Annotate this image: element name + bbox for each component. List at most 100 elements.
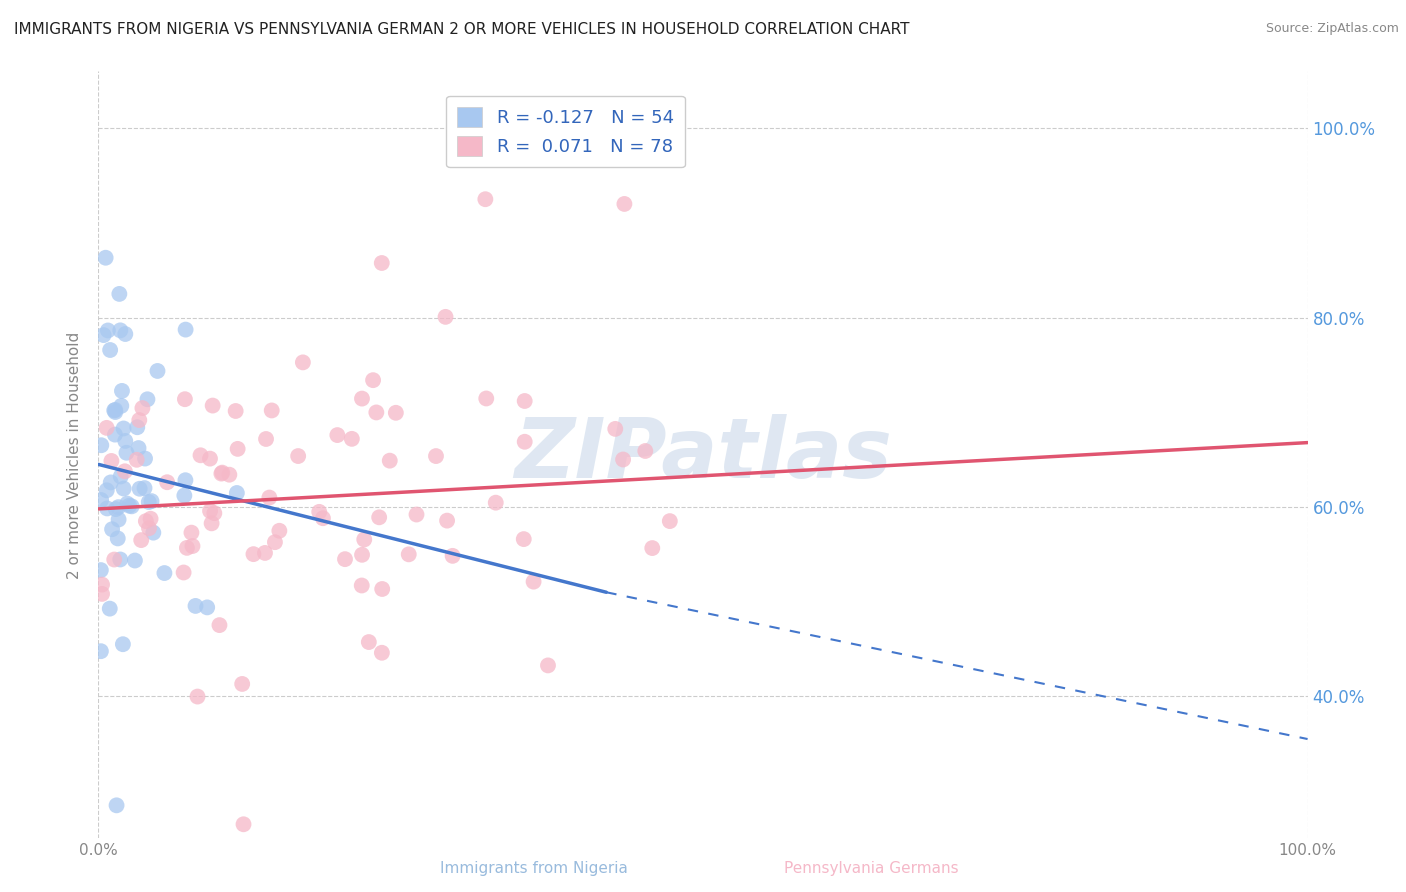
Point <box>103 403 125 417</box>
Text: IMMIGRANTS FROM NIGERIA VS PENNSYLVANIA GERMAN 2 OR MORE VEHICLES IN HOUSEHOLD C: IMMIGRANTS FROM NIGERIA VS PENNSYLVANIA … <box>14 22 910 37</box>
Point <box>131 401 153 416</box>
Point <box>142 525 165 540</box>
Point <box>96 421 118 435</box>
Point <box>605 422 627 436</box>
Point <box>184 599 207 613</box>
Point <box>112 421 135 435</box>
Point <box>107 532 129 546</box>
Point <box>226 442 249 456</box>
Point <box>441 549 464 563</box>
Point <box>107 500 129 515</box>
Text: ZIPatlas: ZIPatlas <box>515 415 891 495</box>
Point <box>513 532 536 546</box>
Point <box>104 427 127 442</box>
Point <box>434 310 457 324</box>
Point <box>308 505 330 519</box>
Text: Immigrants from Nigeria: Immigrants from Nigeria <box>440 861 628 876</box>
Point <box>173 566 195 580</box>
Point <box>425 449 447 463</box>
Point <box>105 798 128 813</box>
Point <box>181 539 204 553</box>
Point <box>612 452 634 467</box>
Point <box>198 451 221 466</box>
Point <box>112 482 135 496</box>
Point <box>90 563 112 577</box>
Point <box>129 533 152 547</box>
Point <box>333 552 356 566</box>
Point <box>474 192 496 206</box>
Point <box>173 489 195 503</box>
Point <box>209 467 232 481</box>
Point <box>658 514 681 528</box>
Point <box>436 514 458 528</box>
Text: Pennsylvania Germans: Pennsylvania Germans <box>785 861 959 876</box>
Point <box>218 467 240 482</box>
Point <box>201 399 224 413</box>
Point <box>264 535 287 549</box>
Point <box>254 432 277 446</box>
Point <box>174 392 197 407</box>
Point <box>110 552 132 566</box>
Point <box>114 326 136 341</box>
Point <box>118 499 141 513</box>
Point <box>97 323 120 337</box>
Point <box>138 495 160 509</box>
Point <box>104 405 127 419</box>
Point <box>90 493 112 508</box>
Point <box>371 646 394 660</box>
Point <box>139 512 162 526</box>
Point <box>135 514 157 528</box>
Point <box>96 501 118 516</box>
Point <box>634 444 657 458</box>
Point <box>353 533 375 547</box>
Point <box>101 522 124 536</box>
Point <box>98 601 121 615</box>
Point <box>176 541 198 555</box>
Point <box>90 644 112 658</box>
Point <box>117 497 139 511</box>
Point <box>361 373 384 387</box>
Point <box>100 454 122 468</box>
Point <box>371 582 394 596</box>
Point <box>111 384 134 398</box>
Point <box>124 553 146 567</box>
Legend: R = -0.127   N = 54, R =  0.071   N = 78: R = -0.127 N = 54, R = 0.071 N = 78 <box>446 95 685 167</box>
Text: Source: ZipAtlas.com: Source: ZipAtlas.com <box>1265 22 1399 36</box>
Point <box>127 420 149 434</box>
Point <box>100 475 122 490</box>
Point <box>350 548 373 562</box>
Point <box>378 453 401 467</box>
Point <box>134 451 156 466</box>
Point <box>513 434 536 449</box>
Point <box>259 491 281 505</box>
Point <box>121 500 143 514</box>
Point <box>98 343 121 357</box>
Point <box>104 502 127 516</box>
Point <box>111 637 134 651</box>
Point <box>371 256 394 270</box>
Point <box>136 392 159 407</box>
Point <box>190 448 212 462</box>
Point <box>198 504 221 518</box>
Point <box>128 482 150 496</box>
Point <box>385 406 408 420</box>
Point <box>350 578 373 592</box>
Point <box>94 251 117 265</box>
Point <box>357 635 380 649</box>
Point <box>208 618 231 632</box>
Point <box>146 364 169 378</box>
Point <box>90 438 112 452</box>
Point <box>186 690 208 704</box>
Point <box>291 355 314 369</box>
Point <box>350 392 373 406</box>
Point <box>475 392 498 406</box>
Point <box>641 541 664 555</box>
Point <box>107 512 129 526</box>
Point <box>326 428 349 442</box>
Point <box>174 473 197 487</box>
Point <box>368 510 391 524</box>
Point <box>231 677 253 691</box>
Point <box>96 483 118 498</box>
Point <box>195 600 218 615</box>
Point <box>366 405 388 419</box>
